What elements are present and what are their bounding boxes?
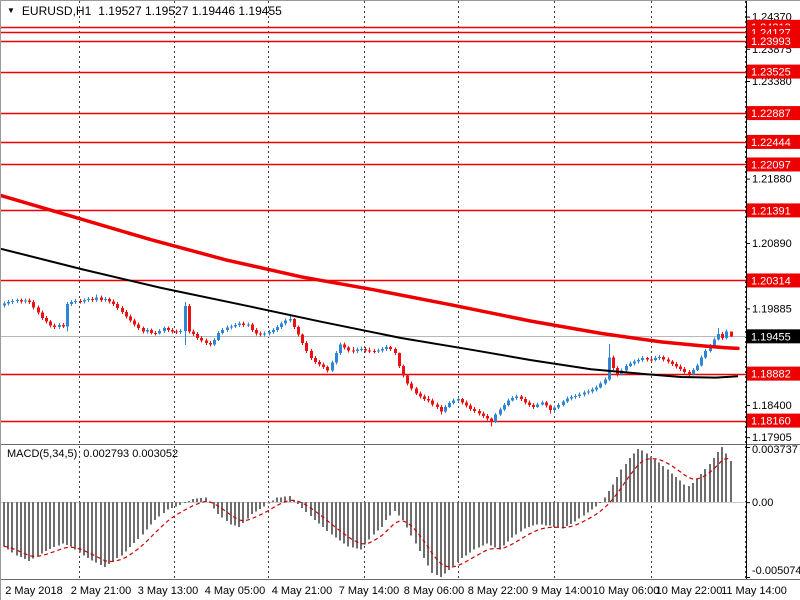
svg-text:1.23380: 1.23380: [752, 76, 792, 88]
ma-black-line: [1, 247, 739, 379]
time-axis[interactable]: 2 May 2018 2 May 21:00 3 May 13:00 4 May 05…: [5, 585, 787, 597]
svg-text:-0.005074: -0.005074: [752, 565, 800, 577]
svg-text:10 May 06:00: 10 May 06:00: [593, 585, 660, 597]
svg-text:7 May 14:00: 7 May 14:00: [339, 585, 400, 597]
macd-signal-line: [3, 457, 731, 568]
svg-text:10 May 22:00: 10 May 22:00: [656, 585, 723, 597]
svg-text:4 May 21:00: 4 May 21:00: [272, 585, 333, 597]
support-resistance-lines: [1, 26, 746, 423]
svg-text:1.23993: 1.23993: [751, 36, 791, 48]
svg-text:8 May 06:00: 8 May 06:00: [404, 585, 465, 597]
svg-text:11 May 14:00: 11 May 14:00: [721, 585, 787, 597]
svg-text:3 May 13:00: 3 May 13:00: [138, 585, 199, 597]
svg-text:1.19455: 1.19455: [751, 331, 791, 343]
svg-text:0.00: 0.00: [752, 497, 773, 509]
symbol-dropdown-icon[interactable]: ▼: [7, 6, 15, 15]
vertical-gridlines: [79, 1, 746, 579]
svg-text:2 May 2018: 2 May 2018: [5, 585, 62, 597]
svg-text:1.22887: 1.22887: [751, 108, 791, 120]
svg-text:1.21391: 1.21391: [751, 205, 791, 217]
svg-text:1.23525: 1.23525: [751, 67, 791, 79]
svg-text:9 May 14:00: 9 May 14:00: [532, 585, 593, 597]
ma-red-line: [1, 193, 740, 351]
candlesticks: [3, 294, 733, 427]
svg-text:1.21880: 1.21880: [752, 174, 792, 186]
svg-text:1.18882: 1.18882: [751, 369, 791, 381]
macd-histogram: [3, 447, 732, 577]
macd-axis[interactable]: 0.003737 0.00 -0.005074: [746, 444, 800, 578]
svg-text:0.003737: 0.003737: [752, 444, 798, 456]
svg-text:8 May 22:00: 8 May 22:00: [468, 585, 529, 597]
chart-frame: [1, 1, 800, 580]
svg-text:1.20890: 1.20890: [752, 238, 792, 250]
svg-text:1.18160: 1.18160: [751, 416, 791, 428]
svg-text:1.22097: 1.22097: [751, 159, 791, 171]
svg-text:1.18400: 1.18400: [752, 400, 792, 412]
svg-text:2 May 21:00: 2 May 21:00: [71, 585, 132, 597]
svg-text:1.20314: 1.20314: [751, 275, 791, 287]
svg-text:1.19885: 1.19885: [752, 303, 792, 315]
svg-text:1.22444: 1.22444: [751, 137, 791, 149]
price-axis[interactable]: 1.243701.238751.233801.218801.208901.198…: [746, 12, 800, 445]
svg-text:4 May 05:00: 4 May 05:00: [205, 585, 266, 597]
svg-text:1.17905: 1.17905: [752, 432, 792, 444]
